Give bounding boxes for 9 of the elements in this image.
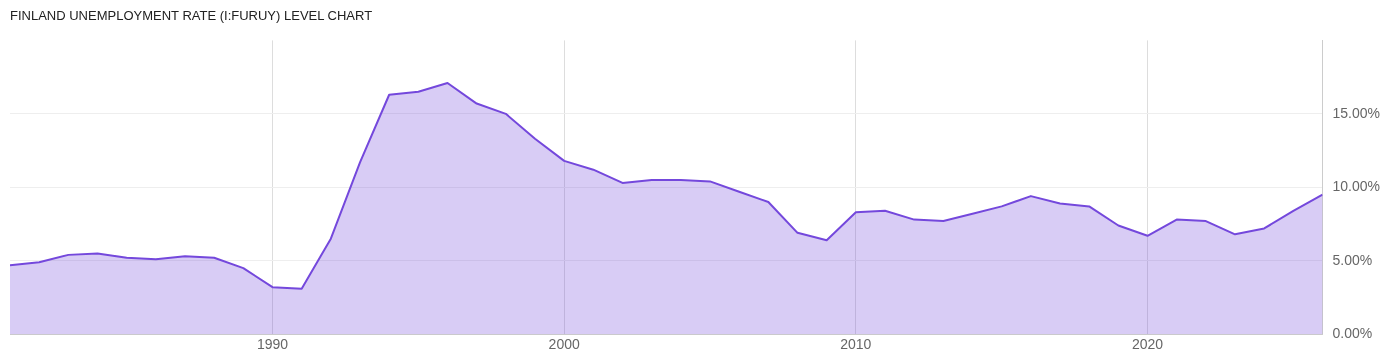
chart-title: FINLAND UNEMPLOYMENT RATE (I:FURUY) LEVEL CHART [10,8,373,23]
x-tick-label: 2010 [840,336,872,353]
y-tick-label: 10.00% [1332,178,1380,195]
y-tick-label: 5.00% [1332,251,1373,268]
x-tick-label: 1990 [256,336,289,353]
x-tick-label: 2000 [548,336,580,353]
x-tick-label: 2020 [1131,336,1164,353]
y-tick-label: 0.00% [1332,325,1373,342]
y-tick-label: 15.00% [1332,104,1380,121]
